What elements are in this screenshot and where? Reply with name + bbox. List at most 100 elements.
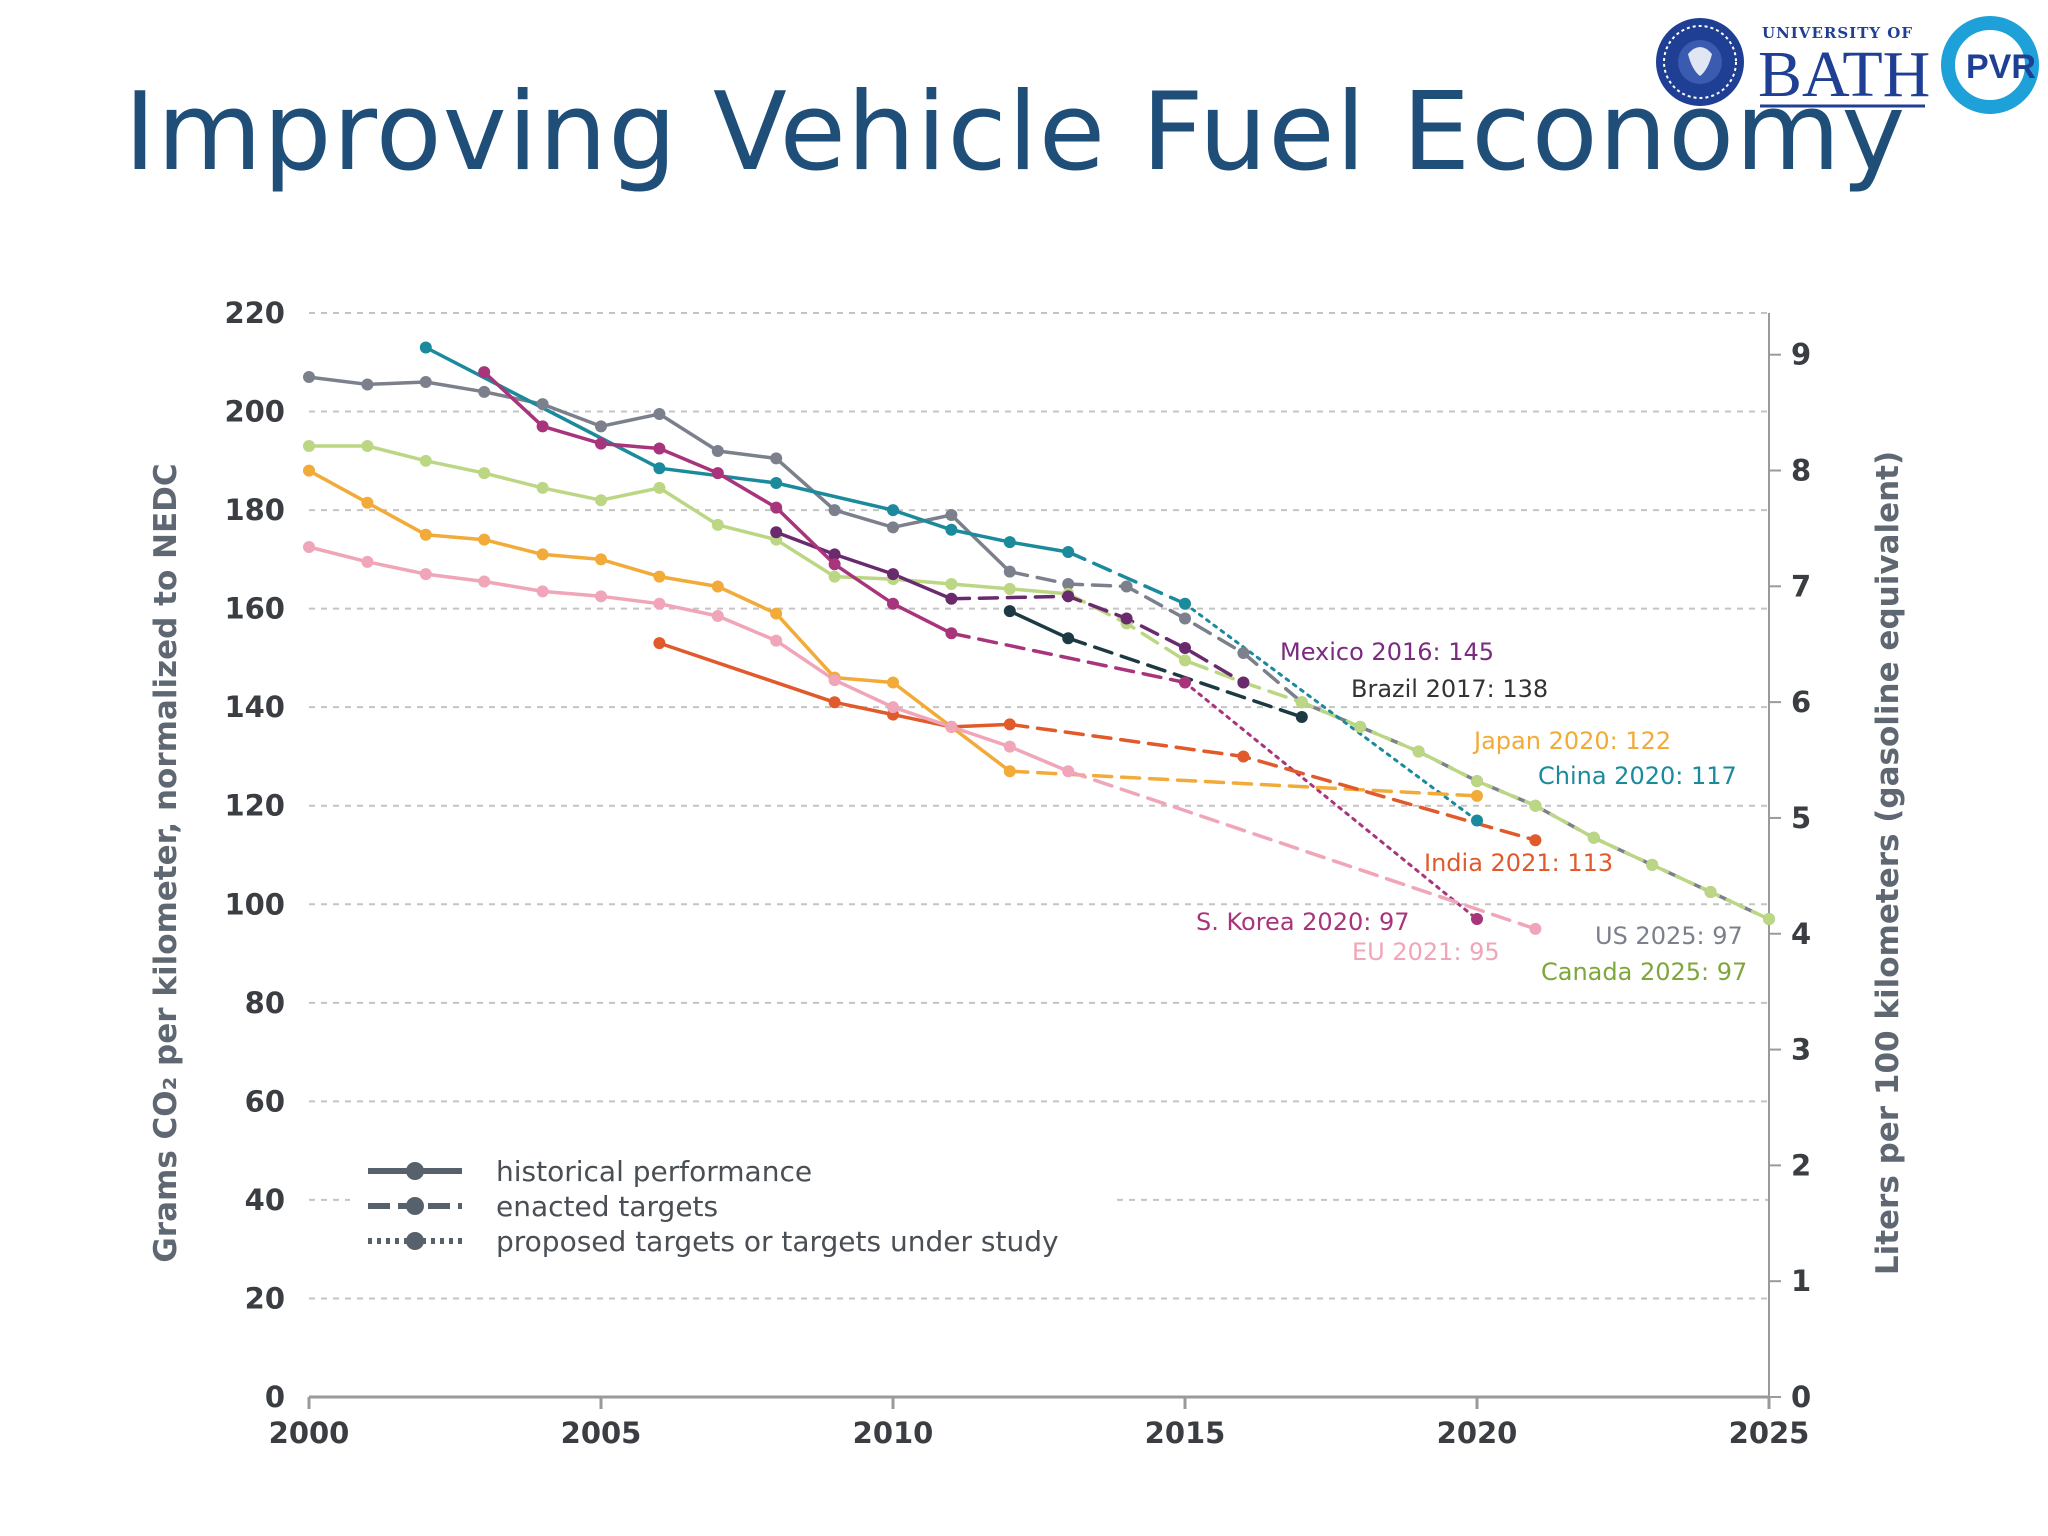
canada-data-point (303, 440, 315, 453)
y-right-tick-label: 5 (1791, 801, 1811, 835)
canada-data-point (653, 481, 666, 494)
canada-data-point (478, 467, 491, 480)
india-data-point (653, 637, 666, 650)
china-historical-line (424, 345, 1070, 554)
x-tick-label: 2015 (1145, 1416, 1226, 1450)
eu-data-point (303, 541, 315, 554)
series-layer (303, 341, 1775, 935)
mexico-historical-line (774, 530, 954, 601)
x-tick-label: 2010 (853, 1416, 934, 1450)
us-data-point (887, 521, 899, 534)
japan-data-point (1471, 789, 1483, 802)
india-data-point (828, 696, 841, 709)
legend-label: proposed targets or targets under study (496, 1225, 1059, 1258)
china-data-point (887, 504, 899, 517)
eu-data-point (595, 590, 607, 603)
japan-data-point (361, 496, 374, 509)
annotation-brazil: Brazil 2017: 138 (1351, 675, 1548, 703)
us-data-point (1120, 580, 1133, 593)
brazil-historical-line (1008, 609, 1070, 640)
s_korea-data-point (653, 442, 666, 455)
japan-data-point (595, 553, 607, 566)
eu-data-point (1529, 922, 1542, 935)
eu-data-point (887, 701, 899, 714)
india-data-point (1237, 750, 1250, 763)
us-data-point (770, 452, 783, 465)
y-axis-right-label: Liters per 100 kilometers (gasoline equi… (1870, 451, 1906, 1275)
s_korea-data-point (536, 420, 549, 433)
annotation-s_korea: S. Korea 2020: 97 (1196, 908, 1410, 936)
eu-data-point (770, 634, 783, 647)
legend-marker (406, 1232, 424, 1250)
y-right-tick-label: 0 (1791, 1380, 1811, 1414)
brazil-data-point (1003, 605, 1016, 618)
canada-data-point (595, 494, 607, 507)
y-axis-label: Grams CO₂ per kilometer, normalized to N… (148, 463, 184, 1262)
japan-data-point (711, 580, 724, 593)
us-data-point (419, 375, 432, 388)
japan-data-point (536, 548, 549, 561)
mexico-data-point (887, 568, 899, 581)
eu-data-point (1003, 740, 1016, 753)
y-right-tick-label: 2 (1791, 1148, 1811, 1182)
eu-data-point (945, 720, 958, 733)
y-tick-label: 200 (224, 395, 285, 429)
university-logo: UNIVERSITY OF BATH PVR (1656, 16, 2039, 114)
mexico-data-point (945, 592, 958, 605)
us-data-point (536, 398, 549, 411)
annotation-canada: Canada 2025: 97 (1541, 958, 1747, 986)
y-tick-label: 220 (224, 296, 285, 330)
y-right-tick-label: 7 (1791, 569, 1811, 603)
y-right-tick-label: 8 (1791, 454, 1811, 488)
s_korea-data-point (945, 627, 958, 640)
eu-data-point (828, 674, 841, 687)
canada-data-point (1646, 858, 1659, 871)
x-tick-label: 2025 (1729, 1416, 1810, 1450)
us-data-point (1179, 612, 1191, 625)
mexico-data-point (1120, 612, 1133, 625)
canada-data-point (711, 518, 724, 531)
us-data-point (653, 408, 666, 421)
eu-data-point (361, 555, 374, 568)
canada-data-point (536, 481, 549, 494)
japan-data-point (303, 464, 315, 477)
y-tick-label: 160 (224, 592, 285, 626)
canada-data-point (1003, 582, 1016, 595)
us-data-point (595, 420, 607, 433)
annotation-india: India 2021: 113 (1424, 849, 1613, 877)
s_korea-data-point (770, 501, 783, 514)
page-title: Improving Vehicle Fuel Economy (124, 70, 1907, 195)
canada-data-point (945, 578, 958, 590)
mexico-data-point (1179, 642, 1191, 655)
y-right-tick-label: 3 (1791, 1033, 1811, 1067)
japan-data-point (419, 528, 432, 541)
japan-data-point (478, 533, 491, 546)
canada-data-point (1354, 720, 1367, 733)
y-right-tick-label: 9 (1791, 338, 1811, 372)
brazil-data-point (1062, 632, 1075, 645)
canada-data-point (1179, 654, 1191, 667)
japan-data-point (887, 676, 899, 689)
china-data-point (1471, 814, 1483, 827)
mexico-data-point (828, 548, 841, 561)
annotation-eu: EU 2021: 95 (1352, 938, 1500, 966)
canada-data-point (1412, 745, 1425, 758)
s_korea-data-point (1471, 913, 1483, 926)
china-data-point (419, 341, 432, 354)
china-data-point (1179, 597, 1191, 610)
india-data-point (1529, 834, 1542, 847)
us-data-point (478, 385, 491, 398)
india-enacted-line (1008, 722, 1538, 842)
logo-bath: BATH (1758, 38, 1930, 111)
pvr-ring-icon (1941, 16, 2039, 114)
s_korea-proposed-line (1183, 681, 1479, 921)
eu-data-point (536, 585, 549, 598)
mexico-data-point (1062, 590, 1075, 603)
us-data-point (828, 504, 841, 517)
eu-data-point (653, 597, 666, 610)
y-right-tick-label: 1 (1791, 1264, 1811, 1298)
eu-data-point (478, 575, 491, 588)
canada-data-point (1471, 775, 1483, 788)
